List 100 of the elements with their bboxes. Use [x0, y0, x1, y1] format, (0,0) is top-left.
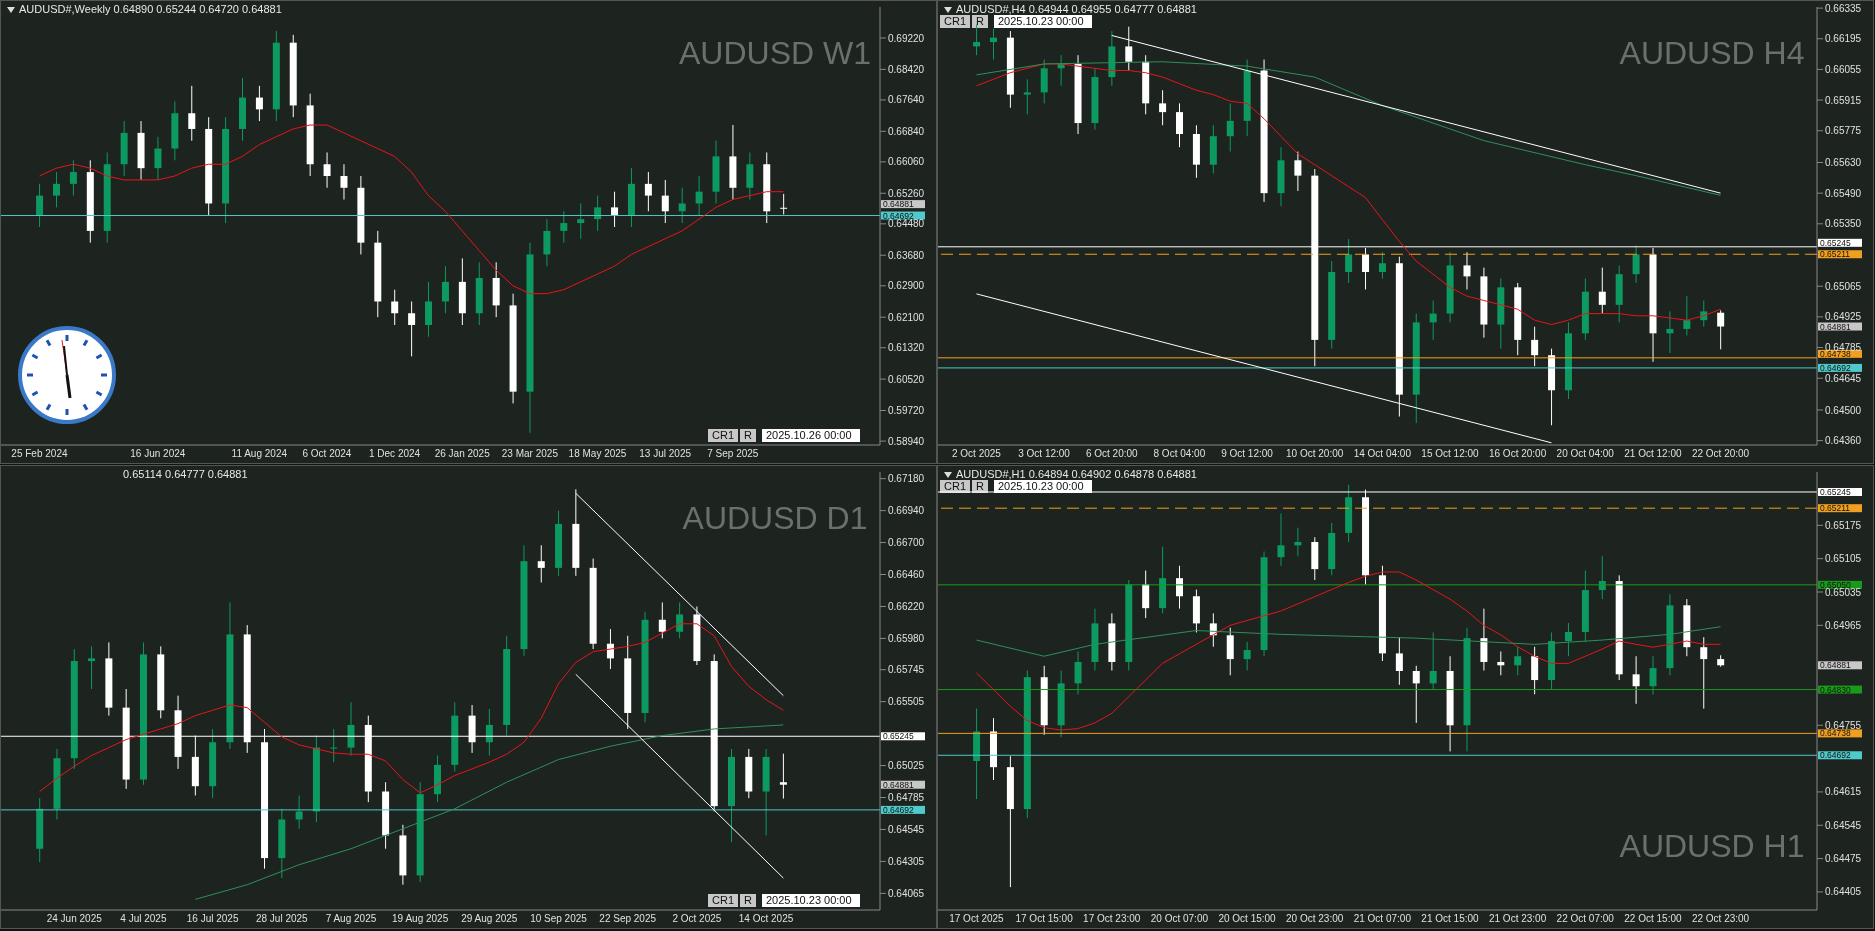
x-tick-label: 21 Oct 15:00 [1421, 913, 1480, 924]
candlestick [658, 601, 666, 639]
y-tick-label: 0.63680 [888, 249, 925, 261]
chart-title: AUDUSD#,H4 0.64944 0.64955 0.64777 0.64881 [955, 3, 1197, 15]
y-tick-label: 0.64480 [888, 218, 925, 230]
candlestick [577, 202, 585, 240]
x-tick-label: 17 Oct 2025 [949, 913, 1005, 924]
x-tick-label: 17 Oct 23:00 [1083, 913, 1141, 924]
y-tick-label: 0.65260 [888, 187, 925, 199]
candlestick [611, 191, 619, 228]
annotation: CR1 [708, 894, 739, 907]
ref-line-label: 0.64738 [1820, 728, 1851, 739]
annotation: R [972, 480, 988, 493]
x-tick-label: 20 Oct 04:00 [1556, 448, 1615, 459]
x-tick-label: 25 Feb 2024 [11, 448, 68, 459]
candlestick [1294, 151, 1302, 192]
y-tick-label: 0.64645 [1825, 372, 1862, 384]
y-tick-label: 0.59720 [888, 405, 925, 417]
x-tick-label: 20 Oct 07:00 [1150, 913, 1209, 924]
y-tick-label: 0.65915 [1825, 94, 1862, 106]
candlestick [391, 289, 399, 326]
candlestick [543, 218, 551, 267]
x-tick-label: 6 Oct 2024 [302, 448, 352, 459]
y-tick-label: 0.64545 [888, 824, 925, 836]
y-tick-label: 0.64305 [888, 855, 925, 867]
y-tick-label: 0.66060 [888, 156, 925, 168]
candlestick [1429, 631, 1437, 691]
candlestick [1378, 251, 1386, 280]
candlestick [52, 171, 60, 208]
candlestick [340, 163, 348, 201]
candlestick [1176, 565, 1184, 610]
candlestick [1598, 267, 1606, 315]
x-tick-label: 26 Jan 2025 [434, 448, 491, 459]
candlestick [746, 151, 754, 201]
x-tick-label: 14 Oct 2025 [738, 913, 794, 924]
candlestick [295, 795, 303, 830]
x-tick-label: 6 Oct 20:00 [1085, 448, 1139, 459]
candlestick [973, 24, 981, 56]
y-tick-label: 0.65175 [1825, 519, 1862, 531]
y-tick-label: 0.66700 [888, 537, 925, 549]
candlestick [780, 193, 788, 215]
candlestick [1176, 102, 1184, 148]
candlestick [678, 187, 686, 224]
candlestick [1226, 627, 1234, 676]
text: 0.64881 [1820, 321, 1851, 332]
x-tick-label: 21 Oct 07:00 [1353, 913, 1412, 924]
chart-title: AUDUSD#,H1 0.64894 0.64902 0.64878 0.64881 [955, 468, 1197, 480]
ref-line-label: 0.64692 [883, 804, 914, 815]
y-tick-label: 0.66055 [1825, 63, 1862, 75]
annotation: AUDUSD H1 [1618, 828, 1806, 865]
candlestick [485, 708, 493, 757]
candlestick [323, 151, 331, 189]
ref-line-label: 0.65211 [1820, 503, 1851, 514]
candlestick [1480, 608, 1488, 672]
candlestick [779, 753, 787, 800]
annotation: 2025.10.26 00:00 [761, 429, 860, 442]
y-tick-label: 0.65775 [1825, 125, 1862, 137]
x-tick-label: 8 Oct 04:00 [1153, 448, 1206, 459]
y-tick-label: 0.65505 [888, 696, 925, 708]
y-tick-label: 0.64755 [1825, 719, 1862, 731]
line-series [38, 124, 785, 295]
x-tick-label: 7 Aug 2025 [325, 913, 377, 924]
candlestick [88, 645, 96, 690]
y-tick-label: 0.64500 [1825, 404, 1862, 416]
x-tick-label: 15 Oct 12:00 [1421, 448, 1480, 459]
y-tick-label: 0.64785 [888, 792, 925, 804]
text: CR1 [940, 15, 971, 28]
y-tick-label: 0.65490 [1825, 187, 1862, 199]
candlestick [1700, 636, 1708, 710]
x-tick-label: 14 Oct 04:00 [1353, 448, 1412, 459]
x-tick-label: 16 Jul 2025 [186, 913, 239, 924]
y-tick-label: 0.68420 [888, 63, 925, 75]
x-tick-label: 3 Oct 12:00 [1018, 448, 1071, 459]
annotation: R [740, 429, 756, 442]
x-tick-label: 10 Oct 20:00 [1286, 448, 1344, 459]
x-tick-label: 20 Oct 23:00 [1286, 913, 1344, 924]
candlestick [644, 171, 652, 212]
ref-line-label: 0.65245 [1820, 487, 1851, 497]
y-tick-label: 0.65980 [888, 632, 925, 644]
y-tick-label: 0.64405 [1825, 886, 1862, 898]
candlestick [441, 265, 449, 314]
chart-title: AUDUSD#,Weekly 0.64890 0.65244 0.64720 0.64881 [18, 3, 282, 15]
y-tick-label: 0.66220 [888, 601, 925, 613]
x-tick-label: 22 Oct 15:00 [1624, 913, 1682, 924]
y-tick-label: 0.65025 [888, 760, 925, 772]
x-tick-label: 2 Oct 2025 [672, 913, 722, 924]
line-series [975, 571, 1722, 731]
candlestick [1497, 650, 1505, 676]
candlestick [1632, 245, 1640, 284]
x-tick-label: 4 Jul 2025 [120, 913, 167, 924]
x-tick-label: 28 Jul 2025 [255, 913, 309, 924]
y-tick-label: 0.61320 [888, 342, 925, 354]
annotation: AUDUSD D1 [681, 500, 869, 537]
annotation: AUDUSD W1 [678, 35, 872, 72]
text: CR1 [940, 480, 971, 493]
line-series [975, 626, 1722, 657]
candlestick [1294, 527, 1302, 557]
candlestick [1632, 655, 1640, 705]
y-tick-label: 0.65105 [1825, 553, 1862, 565]
y-tick-label: 0.65745 [888, 664, 925, 676]
